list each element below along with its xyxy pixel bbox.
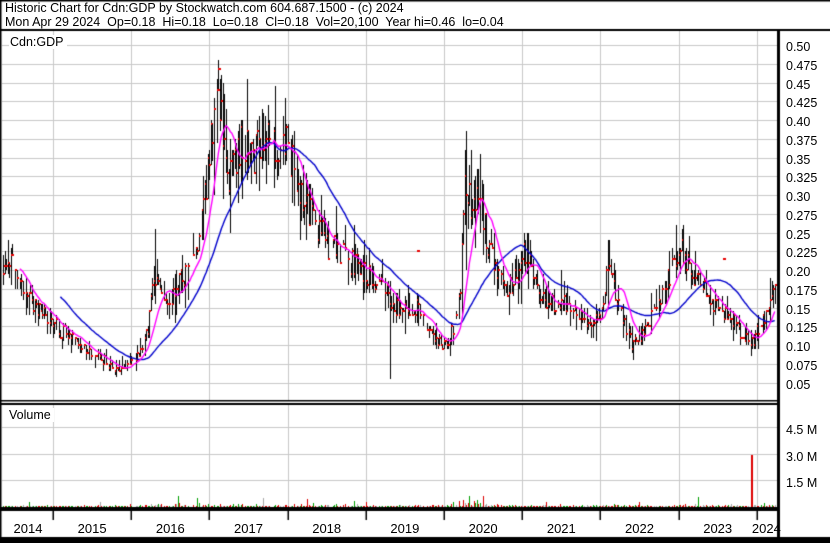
year-tick-label: 2017 <box>234 521 263 536</box>
price-tick-label: 0.25 <box>786 227 811 242</box>
price-tick-label: 0.125 <box>786 321 818 336</box>
year-tick-label: 2014 <box>13 521 43 536</box>
price-tick-label: 0.325 <box>786 171 818 186</box>
price-axis: 0.50 0.475 0.45 0.425 0.40 0.375 0.35 0.325 0.30… <box>786 0 830 543</box>
header: Historic Chart for Cdn:GDP by Stockwatch… <box>5 1 504 29</box>
price-tick-label: 0.05 <box>786 377 811 392</box>
price-tick-label: 0.40 <box>786 115 811 129</box>
price-tick-label: 0.225 <box>786 246 818 261</box>
price-tick-label: 0.20 <box>786 265 811 279</box>
year-tick-label: 2016 <box>155 521 185 536</box>
price-tick-label: 0.425 <box>786 96 818 111</box>
price-tick-label: 0.15 <box>786 302 811 317</box>
header-line1: Historic Chart for Cdn:GDP by Stockwatch… <box>5 1 404 15</box>
year-tick-label: 2021 <box>546 521 576 536</box>
volume-axis: 4.5 M 3.0 M 1.5 M <box>786 0 830 543</box>
price-tick-label: 0.475 <box>786 58 818 73</box>
price-tick-label: 0.35 <box>786 152 811 167</box>
volume-tick-label: 1.5 M <box>786 476 818 491</box>
x-axis-years: 2014 2015 2016 2017 2018 2019 2020 2021 2022 2023… <box>13 521 781 536</box>
volume-tick-label: 3.0 M <box>786 449 818 464</box>
volume-pane-label: Volume <box>8 408 54 422</box>
price-tick-label: 0.50 <box>786 40 811 54</box>
price-tick-label: 0.10 <box>786 340 811 354</box>
year-tick-label: 2023 <box>703 521 733 536</box>
price-tick-label: 0.375 <box>786 133 818 148</box>
price-tick-label: 0.075 <box>786 358 818 373</box>
price-tick-label: 0.275 <box>786 208 818 223</box>
year-tick-label: 2024 <box>751 521 781 536</box>
year-tick-label: 2018 <box>312 521 342 536</box>
year-tick-label: 2015 <box>77 521 107 536</box>
year-tick-label: 2019 <box>390 521 420 536</box>
price-tick-label: 0.45 <box>786 77 811 92</box>
header-line2: Mon Apr 29 2024 Op=0.18 Hi=0.18 Lo=0.18 … <box>5 15 504 29</box>
price-tick-label: 0.175 <box>786 283 818 298</box>
year-tick-label: 2022 <box>625 521 654 536</box>
symbol-label: Cdn:GDP <box>9 35 67 49</box>
year-tick-label: 2020 <box>468 521 498 536</box>
price-tick-label: 0.30 <box>786 190 811 204</box>
volume-tick-label: 4.5 M <box>786 423 818 438</box>
